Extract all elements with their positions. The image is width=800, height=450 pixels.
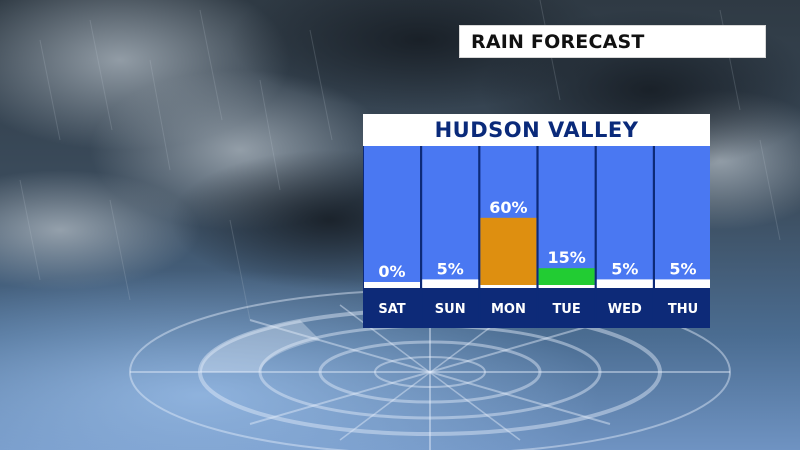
bar-baseline-wed xyxy=(596,285,653,288)
day-column-sat xyxy=(364,146,420,287)
day-cell-sun xyxy=(422,289,479,328)
bar-baseline-tue xyxy=(538,285,595,288)
rain-bar-sat xyxy=(364,282,420,285)
day-column-wed xyxy=(596,146,653,287)
hudson-valley-chart: HUDSON VALLEY 0% SAT 5% SUN 60% MON 15% TUE 5% WE… xyxy=(363,114,710,328)
value-label-wed: 5% xyxy=(611,259,638,278)
day-label-sat: SAT xyxy=(378,302,405,317)
bar-baseline-sun xyxy=(422,285,479,288)
day-label-tue: TUE xyxy=(552,302,580,317)
bar-baseline-thu xyxy=(655,285,710,288)
value-label-sun: 5% xyxy=(437,259,464,278)
day-label-wed: WED xyxy=(608,302,642,317)
day-cell-mon xyxy=(480,289,537,328)
day-cell-sat xyxy=(364,289,420,328)
value-label-sat: 0% xyxy=(378,262,405,281)
day-cell-wed xyxy=(596,289,653,328)
value-label-mon: 60% xyxy=(489,198,527,217)
bar-baseline-sat xyxy=(364,285,420,288)
rain-bar-sun xyxy=(422,279,479,285)
day-column-sun xyxy=(422,146,479,287)
day-label-thu: THU xyxy=(668,302,698,317)
day-cell-tue xyxy=(538,289,595,328)
day-label-mon: MON xyxy=(491,302,526,317)
chart-title: HUDSON VALLEY xyxy=(434,118,639,142)
rain-bar-thu xyxy=(655,279,710,285)
rain-chance-bar-chart: 0% SAT 5% SUN 60% MON 15% TUE 5% WED 5% THU xyxy=(363,146,710,328)
rain-forecast-title: RAIN FORECAST xyxy=(471,31,645,53)
bar-baseline-mon xyxy=(480,285,537,288)
day-column-thu xyxy=(655,146,710,287)
rain-forecast-banner: RAIN FORECAST xyxy=(459,25,766,58)
rain-bar-wed xyxy=(596,279,653,285)
value-label-tue: 15% xyxy=(547,248,585,267)
value-label-thu: 5% xyxy=(669,259,696,278)
day-column-tue xyxy=(538,146,595,287)
chart-header: HUDSON VALLEY xyxy=(363,114,710,146)
day-cell-thu xyxy=(655,289,710,328)
rain-bar-mon xyxy=(480,217,537,285)
rain-bar-tue xyxy=(538,268,595,285)
day-label-sun: SUN xyxy=(435,302,466,317)
